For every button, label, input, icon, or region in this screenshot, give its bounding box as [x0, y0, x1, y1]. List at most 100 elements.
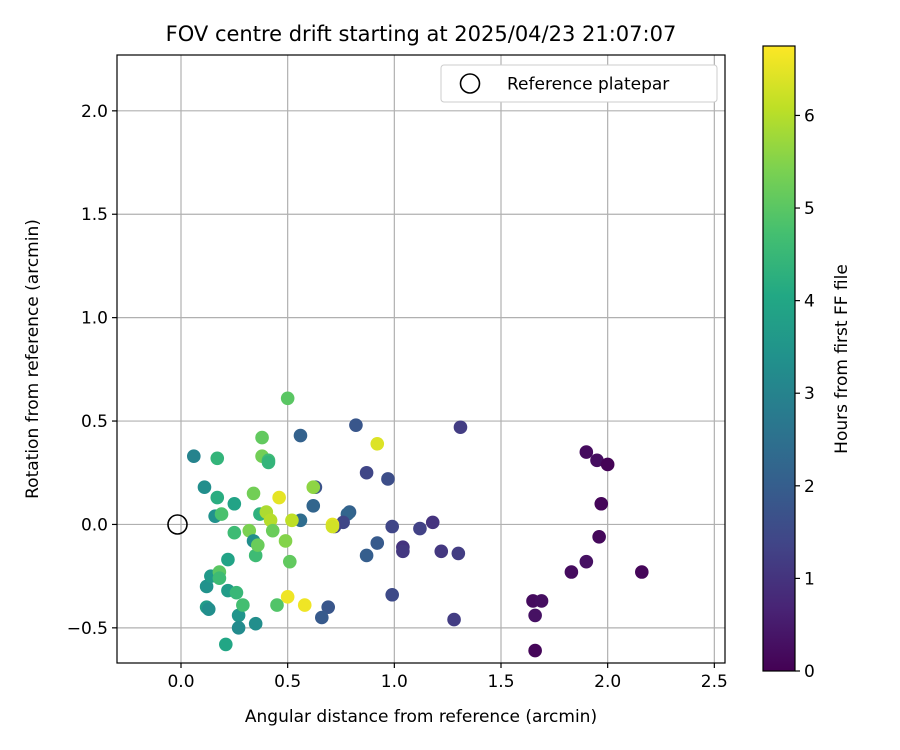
- data-point: [534, 594, 549, 608]
- data-point: [261, 455, 276, 470]
- y-tick-label: −0.5: [67, 619, 108, 639]
- reference-platepar-marker: [167, 514, 188, 535]
- y-tick-label: 0.0: [81, 515, 108, 535]
- data-point: [227, 496, 242, 511]
- colorbar-ticks: 0 1 2 3 4 5 6: [795, 106, 815, 682]
- data-point: [255, 430, 269, 445]
- data-point: [594, 496, 609, 511]
- x-tick-label: 2.0: [594, 672, 621, 692]
- x-tick-label: 1.0: [381, 672, 408, 692]
- data-point: [306, 480, 321, 495]
- x-tick-label: 0.0: [167, 672, 194, 692]
- data-point: [263, 513, 278, 528]
- data-point: [236, 598, 250, 612]
- plot-area-frame: [116, 54, 726, 664]
- data-point: [242, 523, 257, 538]
- data-point: [272, 490, 286, 505]
- colorbar-tick-label: 6: [804, 106, 815, 126]
- data-point: [227, 525, 242, 540]
- data-point: [592, 530, 606, 544]
- data-point: [297, 598, 312, 612]
- data-point: [425, 515, 440, 530]
- data-point: [447, 612, 461, 627]
- legend-marker-icon: [459, 73, 481, 94]
- data-point: [199, 579, 214, 594]
- y-axis-ticks: −0.5 0.0 0.5 1.0 1.5 2.0: [67, 102, 117, 639]
- data-point: [201, 602, 216, 617]
- data-point: [325, 519, 340, 534]
- colorbar-tick-label: 0: [804, 662, 815, 682]
- data-point: [306, 499, 321, 513]
- data-point: [187, 449, 201, 463]
- data-point: [579, 445, 594, 459]
- data-point: [385, 519, 400, 534]
- legend-box: [440, 64, 718, 103]
- colorbar-tick-label: 1: [804, 569, 815, 589]
- data-point: [221, 552, 235, 567]
- data-point: [212, 571, 227, 586]
- x-tick-label: 2.5: [701, 672, 728, 692]
- grid-lines: [117, 55, 725, 663]
- y-tick-label: 1.5: [81, 205, 108, 225]
- data-point: [280, 590, 295, 604]
- colorbar-tick-label: 5: [804, 199, 815, 219]
- legend: Reference platepar: [440, 64, 718, 103]
- x-tick-label: 0.5: [274, 672, 301, 692]
- data-point: [231, 621, 246, 635]
- data-point: [453, 420, 468, 435]
- data-point: [600, 457, 615, 472]
- y-axis-label: Rotation from reference (arcmin): [23, 219, 43, 499]
- y-tick-label: 1.0: [81, 309, 108, 329]
- data-point: [210, 451, 225, 466]
- data-point: [280, 391, 295, 406]
- data-point: [219, 637, 233, 652]
- data-points: [187, 391, 649, 658]
- data-point: [590, 453, 604, 468]
- chart-title: FOV centre drift starting at 2025/04/23 …: [166, 22, 677, 46]
- data-point: [231, 608, 246, 623]
- data-point: [315, 610, 329, 625]
- data-point: [370, 536, 385, 550]
- data-point: [285, 513, 299, 528]
- data-point: [579, 554, 594, 569]
- data-point: [321, 600, 336, 614]
- data-point: [248, 548, 263, 563]
- data-point: [197, 480, 212, 495]
- y-tick-label: 0.5: [81, 412, 108, 432]
- x-tick-label: 1.5: [487, 672, 514, 692]
- colorbar-gradient: [762, 45, 796, 672]
- data-point: [210, 490, 225, 505]
- colorbar-tick-label: 2: [804, 477, 815, 497]
- y-tick-label: 2.0: [81, 102, 108, 122]
- colorbar-tick-label: 4: [804, 292, 815, 312]
- x-axis-label: Angular distance from reference (arcmin): [245, 707, 597, 727]
- data-point: [370, 436, 385, 451]
- data-point: [250, 538, 265, 552]
- data-point: [528, 643, 542, 658]
- data-point: [413, 521, 427, 536]
- data-point: [381, 472, 395, 486]
- data-point: [434, 544, 449, 559]
- data-point: [246, 486, 261, 501]
- data-point: [293, 428, 308, 443]
- data-point: [283, 554, 297, 569]
- data-point: [635, 565, 649, 579]
- legend-label: Reference platepar: [507, 75, 669, 95]
- x-axis-ticks: 0.0 0.5 1.0 1.5 2.0 2.5: [167, 663, 728, 692]
- data-point: [278, 534, 293, 548]
- data-point: [564, 565, 579, 579]
- data-point: [359, 548, 374, 563]
- data-point: [214, 507, 229, 521]
- colorbar-tick-label: 3: [804, 384, 815, 404]
- colorbar: 0 1 2 3 4 5 6 Hours from first FF file: [762, 45, 852, 682]
- data-point: [385, 587, 400, 602]
- data-point: [451, 546, 466, 561]
- data-point: [265, 523, 280, 538]
- data-point: [248, 616, 263, 631]
- data-point: [396, 544, 410, 559]
- data-point: [528, 608, 542, 623]
- data-point: [349, 418, 363, 432]
- data-point: [359, 465, 374, 480]
- data-point: [229, 585, 244, 600]
